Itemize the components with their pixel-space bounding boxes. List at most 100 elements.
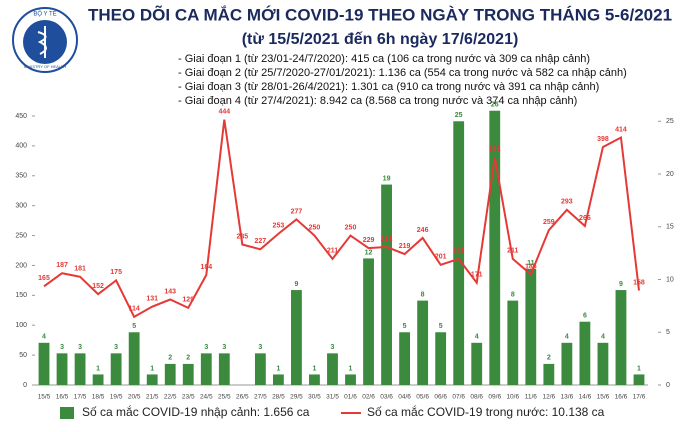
- data-label: 246: [417, 227, 429, 234]
- data-label: 5: [403, 323, 407, 330]
- y-tick-label: 200: [15, 262, 27, 269]
- bar: [56, 353, 68, 385]
- data-label: 414: [615, 126, 627, 133]
- y2-tick-label: 25: [666, 118, 674, 125]
- x-tick-label: 14/6: [579, 394, 592, 401]
- data-label: 259: [543, 219, 555, 226]
- note: - Giai đoạn 3 (từ 28/01-26/4/2021): 1.30…: [178, 81, 599, 93]
- data-label: 2: [547, 355, 551, 362]
- y-tick-label: 300: [15, 203, 27, 210]
- bar: [453, 121, 465, 386]
- data-label: 266: [579, 215, 591, 222]
- data-label: 171: [471, 272, 483, 279]
- data-label: 25: [455, 112, 463, 119]
- x-tick-label: 22/5: [164, 394, 177, 401]
- y-tick-label: 100: [15, 322, 27, 329]
- bar: [399, 332, 411, 385]
- x-tick-label: 15/6: [597, 394, 610, 401]
- bar: [597, 342, 609, 385]
- data-label: 231: [381, 236, 393, 243]
- x-tick-label: 16/5: [56, 394, 69, 401]
- data-label: 250: [345, 224, 357, 231]
- bar: [543, 363, 555, 385]
- data-label: 1: [313, 365, 317, 372]
- bar: [507, 300, 519, 385]
- x-tick-label: 27/5: [254, 394, 267, 401]
- x-tick-label: 28/5: [272, 394, 285, 401]
- y2-tick-label: 5: [666, 329, 670, 336]
- data-label: 4: [601, 334, 605, 341]
- data-label: 227: [255, 238, 267, 245]
- bar: [110, 353, 122, 385]
- x-tick-label: 29/5: [290, 394, 303, 401]
- bar: [471, 342, 483, 385]
- bar: [146, 374, 158, 385]
- x-tick-label: 10/6: [506, 394, 519, 401]
- x-tick-label: 19/5: [110, 394, 123, 401]
- data-label: 158: [633, 279, 645, 286]
- y2-tick-label: 20: [666, 171, 674, 178]
- bar: [615, 290, 627, 385]
- y-tick-label: 250: [15, 232, 27, 239]
- data-label: 219: [399, 243, 411, 250]
- data-label: 9: [619, 281, 623, 288]
- chart-title: THEO DÕI CA MẮC MỚI COVID-19 THEO NGÀY T…: [88, 4, 672, 24]
- data-label: 1: [96, 365, 100, 372]
- note: - Giai đoạn 1 (từ 23/01-24/7/2020): 415 …: [178, 53, 590, 65]
- logo: BỘ Y TẾ MINISTRY OF HEALTH: [12, 7, 78, 73]
- data-label: 444: [218, 108, 230, 115]
- y-tick-label: 350: [15, 173, 27, 180]
- data-label: 293: [561, 199, 573, 206]
- data-label: 184: [200, 264, 212, 271]
- data-label: 211: [327, 248, 338, 255]
- x-tick-label: 12/6: [543, 394, 556, 401]
- bar: [525, 268, 537, 385]
- data-label: 8: [421, 291, 425, 298]
- y2-tick-label: 0: [666, 382, 670, 389]
- data-label: 1: [349, 365, 353, 372]
- data-label: 1: [276, 365, 280, 372]
- data-label: 19: [383, 175, 391, 182]
- x-tick-label: 13/6: [561, 394, 574, 401]
- data-label: 129: [182, 297, 194, 304]
- data-label: 6: [583, 313, 587, 320]
- x-tick-label: 09/6: [488, 394, 501, 401]
- line: [43, 119, 640, 319]
- bar: [74, 353, 86, 385]
- logo-text: MINISTRY OF HEALTH: [24, 64, 66, 69]
- y-tick-label: 0: [23, 382, 27, 389]
- bar: [363, 258, 374, 385]
- bar: [38, 342, 50, 385]
- bar: [254, 353, 266, 385]
- data-label: 3: [222, 344, 226, 351]
- data-label: 381: [489, 146, 501, 153]
- y-tick-label: 50: [19, 352, 27, 359]
- x-tick-label: 04/6: [398, 394, 411, 401]
- data-label: 277: [291, 208, 303, 215]
- data-label: 3: [114, 344, 118, 351]
- data-label: 250: [309, 224, 321, 231]
- data-label: 3: [78, 344, 82, 351]
- x-tick-label: 11/6: [525, 394, 538, 401]
- data-label: 2: [186, 355, 190, 362]
- x-tick-label: 02/6: [362, 394, 375, 401]
- data-label: 4: [42, 334, 46, 341]
- bar: [345, 374, 356, 385]
- bar: [92, 374, 104, 385]
- data-label: 3: [331, 344, 335, 351]
- data-label: 3: [60, 344, 64, 351]
- data-label: 201: [435, 254, 447, 261]
- data-label: 8: [511, 291, 515, 298]
- data-label: 11: [527, 260, 535, 267]
- legend-swatch: [60, 407, 74, 419]
- bar: [327, 353, 338, 385]
- y2-tick-label: 10: [666, 276, 674, 283]
- data-label: 26: [491, 102, 499, 109]
- data-label: 3: [258, 344, 262, 351]
- data-label: 253: [273, 223, 285, 230]
- x-tick-label: 30/5: [308, 394, 321, 401]
- y2-tick-label: 15: [666, 224, 674, 231]
- x-tick-label: 05/6: [416, 394, 429, 401]
